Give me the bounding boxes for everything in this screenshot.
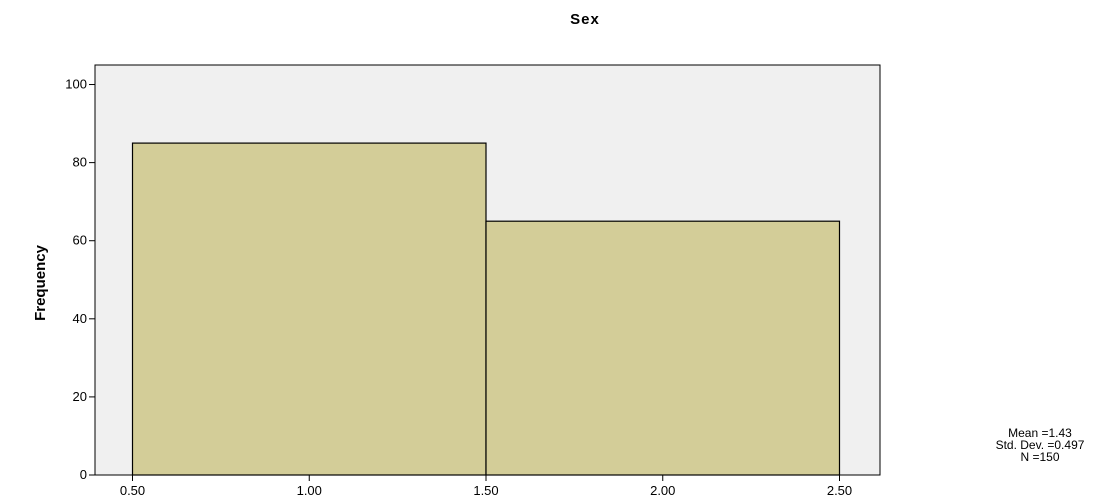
y-tick-label: 40	[73, 311, 87, 326]
x-axis: 0.50 1.00 1.50 2.00 2.50	[120, 475, 852, 498]
y-tick-label: 100	[65, 77, 87, 92]
y-tick-label: 0	[80, 467, 87, 482]
y-axis: 0 20 40 60 80 100	[65, 77, 95, 482]
histogram-bar-1	[131, 142, 487, 476]
x-tick-label: 0.50	[120, 483, 145, 498]
chart-title: Sex	[570, 11, 600, 28]
x-tick-label: 1.00	[297, 483, 322, 498]
stat-mean: Mean =1.43	[1008, 426, 1072, 440]
bars-group	[131, 142, 841, 476]
statistics-legend: Mean =1.43 Std. Dev. =0.497 N =150	[996, 426, 1085, 464]
stat-std-dev: Std. Dev. =0.497	[996, 438, 1085, 452]
y-axis-label: Frequency	[32, 244, 49, 321]
y-tick-label: 80	[73, 155, 87, 170]
histogram-bar-2	[485, 220, 841, 476]
y-tick-label: 20	[73, 389, 87, 404]
x-tick-label: 1.50	[473, 483, 498, 498]
stat-n: N =150	[1020, 450, 1059, 464]
x-tick-label: 2.00	[650, 483, 675, 498]
x-tick-label: 2.50	[827, 483, 852, 498]
y-tick-label: 60	[73, 233, 87, 248]
